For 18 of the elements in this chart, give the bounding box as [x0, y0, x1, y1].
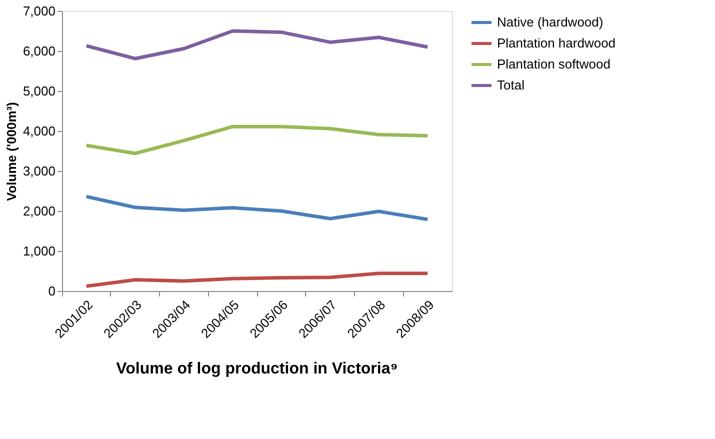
legend-label: Total	[497, 78, 525, 92]
line-series	[84, 194, 430, 222]
y-tick-label: 4,000	[22, 124, 56, 138]
y-tick-label: 5,000	[22, 84, 56, 98]
line-series	[84, 124, 430, 156]
y-tick-label: 0	[48, 284, 56, 298]
y-tick-label: 3,000	[22, 164, 56, 178]
line-series	[84, 29, 430, 60]
legend-label: Plantation hardwood	[497, 36, 616, 50]
y-tick-label: 2,000	[22, 204, 56, 218]
text: Volume of log production in Victoria⁹	[116, 360, 398, 378]
y-axis-title: Volume ('000m³)	[4, 102, 19, 201]
line-series	[84, 272, 430, 288]
legend-label: Native (hardwood)	[497, 14, 604, 30]
y-tick-label: 6,000	[22, 44, 56, 58]
y-tick-label: 1,000	[22, 244, 56, 258]
legend-label: Plantation softwood	[497, 56, 610, 72]
y-tick-label: 7,000	[22, 4, 56, 18]
